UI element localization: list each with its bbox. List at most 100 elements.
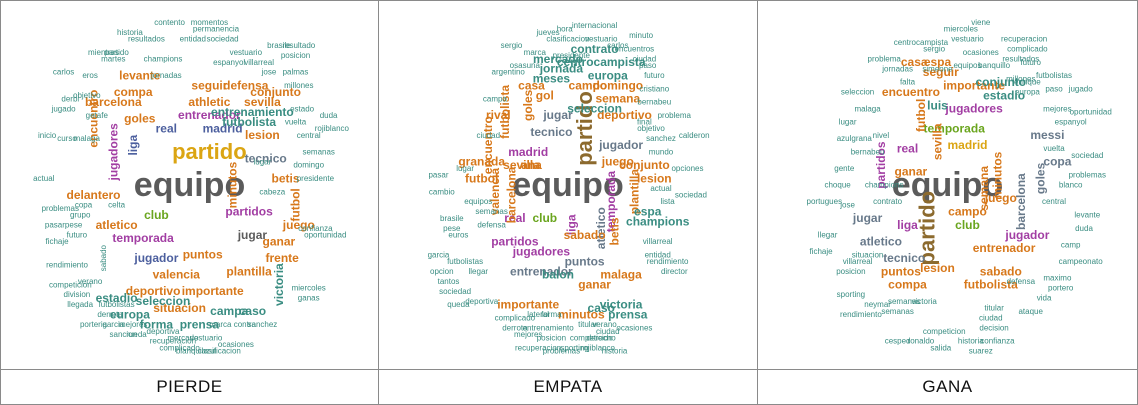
word-futbolista: futbolista (222, 115, 276, 129)
word-minutos: minutos (226, 161, 240, 208)
word-presidente: presidente (553, 51, 591, 60)
word-rendimiento: rendimiento (647, 257, 689, 266)
word-futbolistas: futbolistas (1036, 71, 1072, 80)
word-cabeza: cabeza (259, 187, 285, 196)
word-deportiva: deportiva (147, 327, 180, 336)
word-recuperacion: recuperacion (1001, 35, 1047, 44)
word-resultados: resultados (1002, 54, 1039, 63)
word-lugar: lugar (839, 118, 857, 127)
word-rendimiento: rendimiento (840, 310, 882, 319)
word-resultado: resultado (282, 41, 315, 50)
word-sanchez: sanchez (646, 134, 676, 143)
word-problemas: problemas (1069, 171, 1106, 180)
word-casa: casa (901, 55, 928, 69)
word-contento: contento (154, 18, 185, 27)
wordcloud-panel-pierde: equipo partido club partidos temporada madrid… (2, 1, 377, 369)
word-ciudad: ciudad (477, 131, 501, 140)
word-millones: millones (1006, 74, 1035, 83)
word-jugador: jugador (598, 138, 643, 152)
word-futuro: futuro (644, 71, 665, 80)
word-jugado: jugado (1068, 84, 1094, 93)
word-historia: historia (602, 347, 628, 356)
word-mercado: mercado (167, 333, 199, 342)
word-final: final (637, 118, 652, 127)
word-jornadas: jornadas (150, 71, 182, 80)
word-sporting: sporting (560, 343, 588, 352)
word-victoria: victoria (272, 263, 286, 306)
word-verano: verano (78, 277, 103, 286)
word-puntos: puntos (183, 248, 223, 262)
word-vestuario: vestuario (585, 35, 618, 44)
word-futbolistas: futbolistas (99, 300, 135, 309)
word-inicio: inicio (38, 131, 57, 140)
word-marca-contra: marca contra (209, 320, 256, 329)
word-estado: estado (290, 104, 315, 113)
word-campeonato: campeonato (1059, 257, 1104, 266)
word-llegar: llegar (469, 267, 489, 276)
word-viene: viene (971, 18, 991, 27)
word-semanas: semanas (475, 207, 507, 216)
word-oportunidad: oportunidad (304, 231, 346, 240)
word-jugador: jugador (1004, 228, 1049, 242)
word-futbol: futbol (914, 99, 928, 132)
word-campa: campa (483, 94, 508, 103)
word-cesped: cesped (885, 337, 911, 346)
word-goles: goles (1034, 162, 1048, 194)
word-betis: betis (608, 217, 622, 245)
word-jugadores: jugadores (512, 244, 571, 258)
word-club: club (532, 211, 557, 225)
word-contrato: contrato (873, 197, 902, 206)
word-mercado: mercado (533, 52, 583, 66)
word-encuentros: encuentros (615, 45, 655, 54)
word-mejores: mejores (514, 330, 542, 339)
word-encuentro: encuentro (481, 116, 495, 174)
word-partido: partido (915, 191, 940, 266)
caption-gana: GANA (922, 377, 973, 396)
word-nivel: nivel (873, 131, 890, 140)
word-duda: duda (320, 111, 338, 120)
word-equipos: equipos (953, 61, 981, 70)
word-recuperacion: recuperacion (515, 343, 561, 352)
word-actual: actual (33, 174, 55, 183)
word-complicado: complicado (159, 343, 200, 352)
word-sociedad: sociedad (1071, 151, 1103, 160)
word-espa: espa (634, 205, 662, 219)
word-defensa: defensa (223, 78, 269, 92)
word-partido: partido (172, 139, 247, 164)
word-pasar: pasar (428, 171, 448, 180)
word-tecnico: tecnico (883, 251, 925, 265)
word-salida: salida (930, 343, 951, 352)
word-situacion: situacion (153, 301, 206, 315)
word-opciones: opciones (671, 164, 703, 173)
word-jose: jose (839, 201, 855, 210)
word-barcelona: barcelona (85, 95, 142, 109)
word-caso: caso (588, 301, 615, 315)
word-madrid: madrid (947, 138, 987, 152)
word-centrocampista: centrocampista (557, 55, 646, 69)
word-oportunidad: oportunidad (1070, 108, 1112, 117)
word-equipo: equipo (134, 166, 245, 204)
word-goles: goles (521, 89, 535, 121)
word-minutos: minutos (558, 308, 605, 322)
word-futuro: futuro (67, 231, 88, 240)
word-forma: forma (140, 317, 174, 331)
word-gol: gol (536, 88, 554, 102)
word-futuro: futuro (1020, 58, 1041, 67)
word-jugador: jugador (133, 251, 178, 265)
word-juego: juego (282, 218, 315, 232)
word-puntos: puntos (565, 254, 605, 268)
word-queda: queda (447, 300, 470, 309)
word-semanas: semanas (888, 297, 920, 306)
word-blanquiazul: blanquiazul (176, 347, 217, 356)
word-miercoles: miercoles (292, 284, 326, 293)
word-clasificacion: clasificacion (546, 35, 589, 44)
word-porteria: porteria (80, 320, 108, 329)
word-champions: champions (865, 181, 904, 190)
word-central: central (1042, 197, 1066, 206)
word-actual: actual (650, 184, 672, 193)
word-blanco: blanco (1059, 181, 1083, 190)
word-casa: casa (518, 78, 545, 92)
word-defensa: defensa (1007, 277, 1036, 286)
word-garcia: garcia (102, 320, 124, 329)
word-recuperacion: recuperacion (150, 337, 196, 346)
